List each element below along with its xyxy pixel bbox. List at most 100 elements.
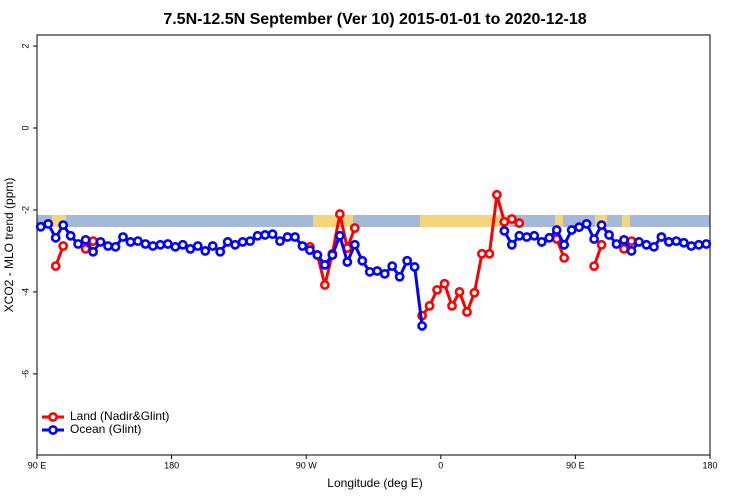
y-axis-label: XCO2 - MLO trend (ppm)	[2, 178, 16, 313]
data-point	[245, 236, 256, 247]
data-point	[125, 237, 136, 247]
data-point	[581, 218, 592, 229]
data-point	[589, 261, 599, 272]
data-point	[589, 234, 599, 244]
data-point	[596, 239, 607, 250]
data-point	[551, 225, 562, 235]
data-point	[80, 234, 91, 245]
data-point	[417, 321, 428, 331]
data-point	[342, 257, 353, 267]
data-point	[297, 241, 308, 251]
data-point	[334, 230, 345, 241]
data-point	[290, 232, 300, 242]
data-point	[484, 248, 495, 259]
data-point	[50, 261, 61, 272]
data-point	[536, 237, 547, 247]
y-tick-label: -2	[20, 206, 30, 214]
data-point	[95, 237, 106, 247]
data-point	[334, 209, 345, 219]
data-point	[58, 241, 69, 251]
data-point	[58, 220, 69, 231]
mask-land	[313, 215, 353, 227]
y-tick-label: -4	[20, 288, 30, 296]
data-point	[544, 232, 555, 243]
data-point	[432, 284, 442, 295]
data-point	[424, 300, 435, 311]
data-point	[319, 259, 330, 270]
data-point	[43, 218, 54, 229]
data-point	[514, 230, 525, 241]
data-point	[671, 236, 682, 247]
x-tick-label: 90 W	[296, 460, 318, 470]
data-point	[110, 241, 121, 252]
x-tick-label: 180	[702, 460, 717, 470]
data-point	[372, 266, 383, 276]
data-point	[596, 220, 607, 231]
data-point	[349, 239, 360, 250]
data-point	[357, 255, 368, 266]
data-point	[521, 232, 532, 242]
data-point	[312, 250, 323, 260]
data-point	[701, 239, 712, 249]
data-point	[65, 230, 76, 241]
data-point	[282, 232, 293, 242]
data-point	[559, 253, 570, 263]
data-point	[686, 241, 697, 251]
data-point	[462, 307, 472, 317]
data-point	[394, 271, 405, 282]
chart-title: 7.5N-12.5N September (Ver 10) 2015-01-01…	[163, 11, 586, 28]
data-point	[140, 239, 151, 249]
land-mask	[37, 215, 710, 227]
data-point	[327, 250, 338, 260]
data-point	[634, 237, 644, 247]
data-point	[207, 241, 218, 251]
data-point	[402, 255, 413, 266]
data-point	[559, 239, 570, 250]
data-point	[230, 239, 241, 250]
data-point	[387, 261, 398, 272]
data-point	[237, 237, 248, 247]
data-point	[267, 229, 278, 240]
data-point	[133, 236, 143, 247]
legend-label: Ocean (Glint)	[70, 422, 141, 436]
data-point	[192, 241, 203, 251]
data-point	[349, 223, 360, 233]
x-tick-label: 90 E	[566, 460, 585, 470]
data-point	[529, 230, 540, 241]
data-point	[514, 218, 525, 228]
data-point	[447, 300, 457, 311]
data-point	[215, 246, 226, 257]
data-point	[409, 262, 420, 272]
data-point	[222, 237, 233, 247]
data-point	[88, 236, 98, 247]
data-point	[604, 230, 614, 240]
x-tick-label: 0	[438, 460, 443, 470]
data-point	[162, 239, 173, 249]
data-point	[439, 278, 450, 289]
data-point	[185, 243, 196, 254]
mask-ocean	[37, 215, 710, 227]
data-point	[574, 222, 585, 233]
legend-label: Land (Nadir&Glint)	[70, 409, 169, 423]
data-point	[506, 239, 517, 250]
data-point	[50, 232, 61, 243]
data-point	[379, 268, 390, 279]
legend-marker	[48, 412, 58, 422]
series-line	[420, 194, 521, 317]
data-point	[499, 225, 510, 236]
data-point	[626, 236, 637, 247]
data-point	[275, 236, 285, 247]
data-point	[619, 234, 629, 245]
data-point	[678, 237, 689, 248]
data-point	[626, 246, 637, 256]
data-point	[88, 246, 98, 257]
data-point	[200, 246, 211, 256]
x-axis-label: Longitude (deg E)	[327, 476, 422, 490]
data-point	[73, 239, 84, 249]
x-tick-label: 180	[164, 460, 179, 470]
data-point	[170, 241, 181, 252]
data-point	[693, 239, 704, 250]
data-point	[177, 239, 188, 250]
data-point	[477, 248, 487, 259]
